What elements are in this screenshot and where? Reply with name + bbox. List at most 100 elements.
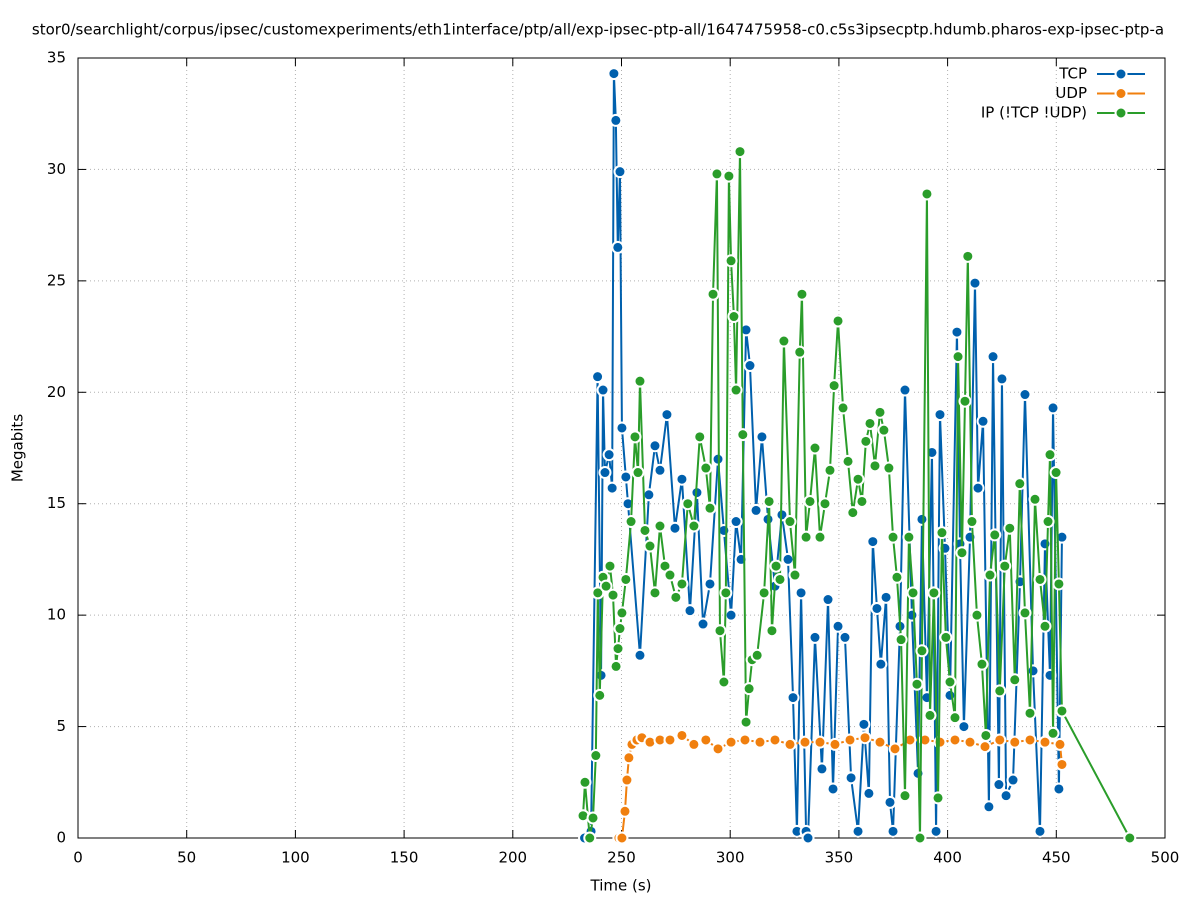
data-point xyxy=(786,691,800,705)
data-point xyxy=(602,448,616,462)
data-point xyxy=(1018,388,1032,402)
data-point xyxy=(687,519,701,533)
data-point xyxy=(675,728,689,742)
data-point xyxy=(957,720,971,734)
data-point xyxy=(722,169,736,183)
data-point xyxy=(681,497,695,511)
data-point xyxy=(1038,537,1052,551)
data-point xyxy=(1055,704,1069,718)
x-tick-label: 500 xyxy=(1151,849,1180,867)
data-point xyxy=(999,789,1013,803)
data-point xyxy=(622,751,636,765)
data-point xyxy=(736,428,750,442)
data-point xyxy=(933,408,947,422)
y-tick-label: 10 xyxy=(47,606,66,624)
data-point xyxy=(818,497,832,511)
data-point xyxy=(979,728,993,742)
data-point xyxy=(843,733,857,747)
data-point xyxy=(793,345,807,359)
data-point xyxy=(749,503,763,517)
data-point xyxy=(591,370,605,384)
legend-marker xyxy=(1114,67,1128,81)
data-point xyxy=(813,530,827,544)
data-point xyxy=(1003,521,1017,535)
data-point xyxy=(844,771,858,785)
data-point xyxy=(993,733,1007,747)
data-point xyxy=(858,731,872,745)
series xyxy=(576,145,1137,845)
data-point xyxy=(599,579,613,593)
y-tick-label: 0 xyxy=(56,829,66,847)
data-point xyxy=(993,684,1007,698)
data-point xyxy=(578,775,592,789)
data-point xyxy=(894,633,908,647)
data-point xyxy=(823,463,837,477)
data-point xyxy=(815,762,829,776)
data-point xyxy=(633,374,647,388)
data-point xyxy=(773,572,787,586)
data-point xyxy=(609,113,623,127)
data-point xyxy=(1026,664,1040,678)
data-point xyxy=(958,394,972,408)
data-point xyxy=(898,789,912,803)
data-point xyxy=(1046,726,1060,740)
data-point xyxy=(879,590,893,604)
data-point xyxy=(618,804,632,818)
data-point xyxy=(986,350,1000,364)
data-point xyxy=(620,773,634,787)
x-tick-label: 450 xyxy=(1042,849,1071,867)
data-point xyxy=(995,372,1009,386)
data-point xyxy=(724,735,738,749)
data-point xyxy=(868,459,882,473)
data-point xyxy=(859,434,873,448)
data-point xyxy=(609,659,623,673)
data-point xyxy=(838,630,852,644)
data-point xyxy=(648,586,662,600)
data-point xyxy=(920,187,934,201)
data-point xyxy=(615,606,629,620)
data-point xyxy=(765,624,779,638)
data-point xyxy=(851,472,865,486)
data-point xyxy=(619,470,633,484)
data-point xyxy=(613,165,627,179)
data-point xyxy=(808,441,822,455)
data-point xyxy=(1023,733,1037,747)
data-point xyxy=(836,401,850,415)
data-point xyxy=(703,501,717,515)
data-point xyxy=(693,430,707,444)
y-axis-label: Megabits xyxy=(9,414,27,482)
data-point xyxy=(828,737,842,751)
data-point xyxy=(683,604,697,618)
data-point xyxy=(696,617,710,631)
legend-label: TCP xyxy=(1058,65,1087,83)
data-point xyxy=(855,494,869,508)
data-point xyxy=(783,515,797,529)
data-point xyxy=(971,481,985,495)
data-point xyxy=(768,733,782,747)
y-tick-label: 20 xyxy=(47,383,66,401)
data-point xyxy=(586,811,600,825)
data-point xyxy=(978,740,992,754)
data-point xyxy=(1018,606,1032,620)
data-point xyxy=(1008,673,1022,687)
data-point xyxy=(873,735,887,749)
data-point xyxy=(631,466,645,480)
x-axis-label: Time (s) xyxy=(590,877,652,895)
data-point xyxy=(915,512,929,526)
data-point xyxy=(755,430,769,444)
data-point xyxy=(963,735,977,749)
y-tick-label: 15 xyxy=(47,494,66,512)
data-point xyxy=(1013,477,1027,491)
x-tick-label: 400 xyxy=(933,849,962,867)
data-point xyxy=(733,145,747,159)
data-point xyxy=(992,778,1006,792)
data-point xyxy=(739,715,753,729)
data-point xyxy=(874,657,888,671)
data-point xyxy=(898,383,912,397)
data-point xyxy=(769,559,783,573)
data-point xyxy=(781,552,795,566)
data-point xyxy=(948,711,962,725)
x-tick-label: 250 xyxy=(607,849,636,867)
data-point xyxy=(719,586,733,600)
data-point xyxy=(739,323,753,337)
